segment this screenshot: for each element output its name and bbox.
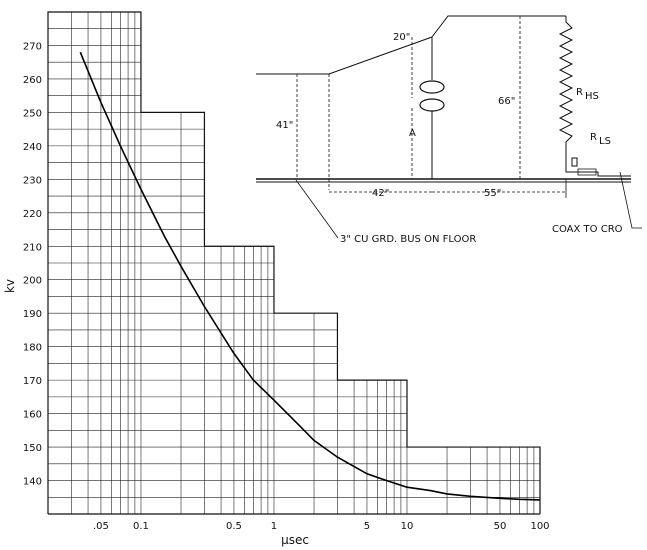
grid-lines — [47, 12, 541, 514]
y-tick-label: 230 — [23, 175, 42, 186]
y-tick-label: 150 — [23, 443, 42, 454]
rls-subscript: LS — [599, 136, 611, 147]
x-tick-label: 5 — [364, 521, 370, 532]
test-setup-diagram: 20" 41" A 66" 42" 55" R HS R LS 3" CU GR… — [252, 10, 642, 245]
step-envelope — [47, 11, 541, 514]
y-tick-label: 170 — [23, 376, 42, 387]
series-line — [79, 51, 541, 501]
high-side-resistor — [558, 16, 574, 164]
y-tick-label: 220 — [23, 209, 42, 220]
y-tick-label: 270 — [23, 41, 42, 52]
y-tick-label: 210 — [23, 242, 42, 253]
y-tick-label: 160 — [23, 410, 42, 421]
low-side-resistor — [571, 157, 578, 167]
y-tick-label: 190 — [23, 309, 42, 320]
x-tick-label: 50 — [494, 521, 507, 532]
y-tick-label: 140 — [23, 477, 42, 488]
envelope-outline — [47, 11, 541, 514]
rhs-label: R — [576, 87, 583, 98]
x-axis-label: μsec — [281, 533, 309, 547]
data-series — [79, 51, 541, 501]
dim-20-label: 20" — [393, 32, 410, 43]
rhs-subscript: HS — [585, 91, 599, 102]
dim-66-label: 66" — [498, 96, 515, 107]
rls-label: R — [590, 132, 597, 143]
dim-42-label: 42" — [372, 188, 389, 199]
x-tick-label: 0.1 — [133, 521, 149, 532]
x-tick-label: 100 — [530, 521, 549, 532]
coax-label: COAX TO CRO — [552, 224, 623, 235]
x-tick-label: .05 — [93, 521, 109, 532]
y-tick-label: 260 — [23, 75, 42, 86]
x-tick-label: 1 — [271, 521, 277, 532]
dim-41-label: 41" — [276, 120, 293, 131]
y-tick-label: 200 — [23, 276, 42, 287]
coax-fitting — [577, 168, 597, 176]
y-axis-label: kv — [3, 279, 17, 293]
diagram-background — [252, 10, 632, 242]
tick-labels: 1401501601701801902002102202302402502602… — [23, 41, 550, 532]
upper-electrode — [419, 80, 445, 94]
top-conductor — [431, 15, 566, 38]
y-tick-label: 180 — [23, 343, 42, 354]
y-tick-label: 250 — [23, 108, 42, 119]
x-tick-label: 10 — [401, 521, 414, 532]
x-tick-label: 0.5 — [226, 521, 242, 532]
bus-label: 3" CU GRD. BUS ON FLOOR — [340, 234, 476, 245]
dim-a-label: A — [409, 128, 416, 139]
bus-leader — [295, 179, 339, 239]
coax-connector — [565, 164, 631, 177]
coax-leader — [619, 171, 642, 229]
y-tick-label: 240 — [23, 142, 42, 153]
dim-55-label: 55" — [484, 188, 501, 199]
